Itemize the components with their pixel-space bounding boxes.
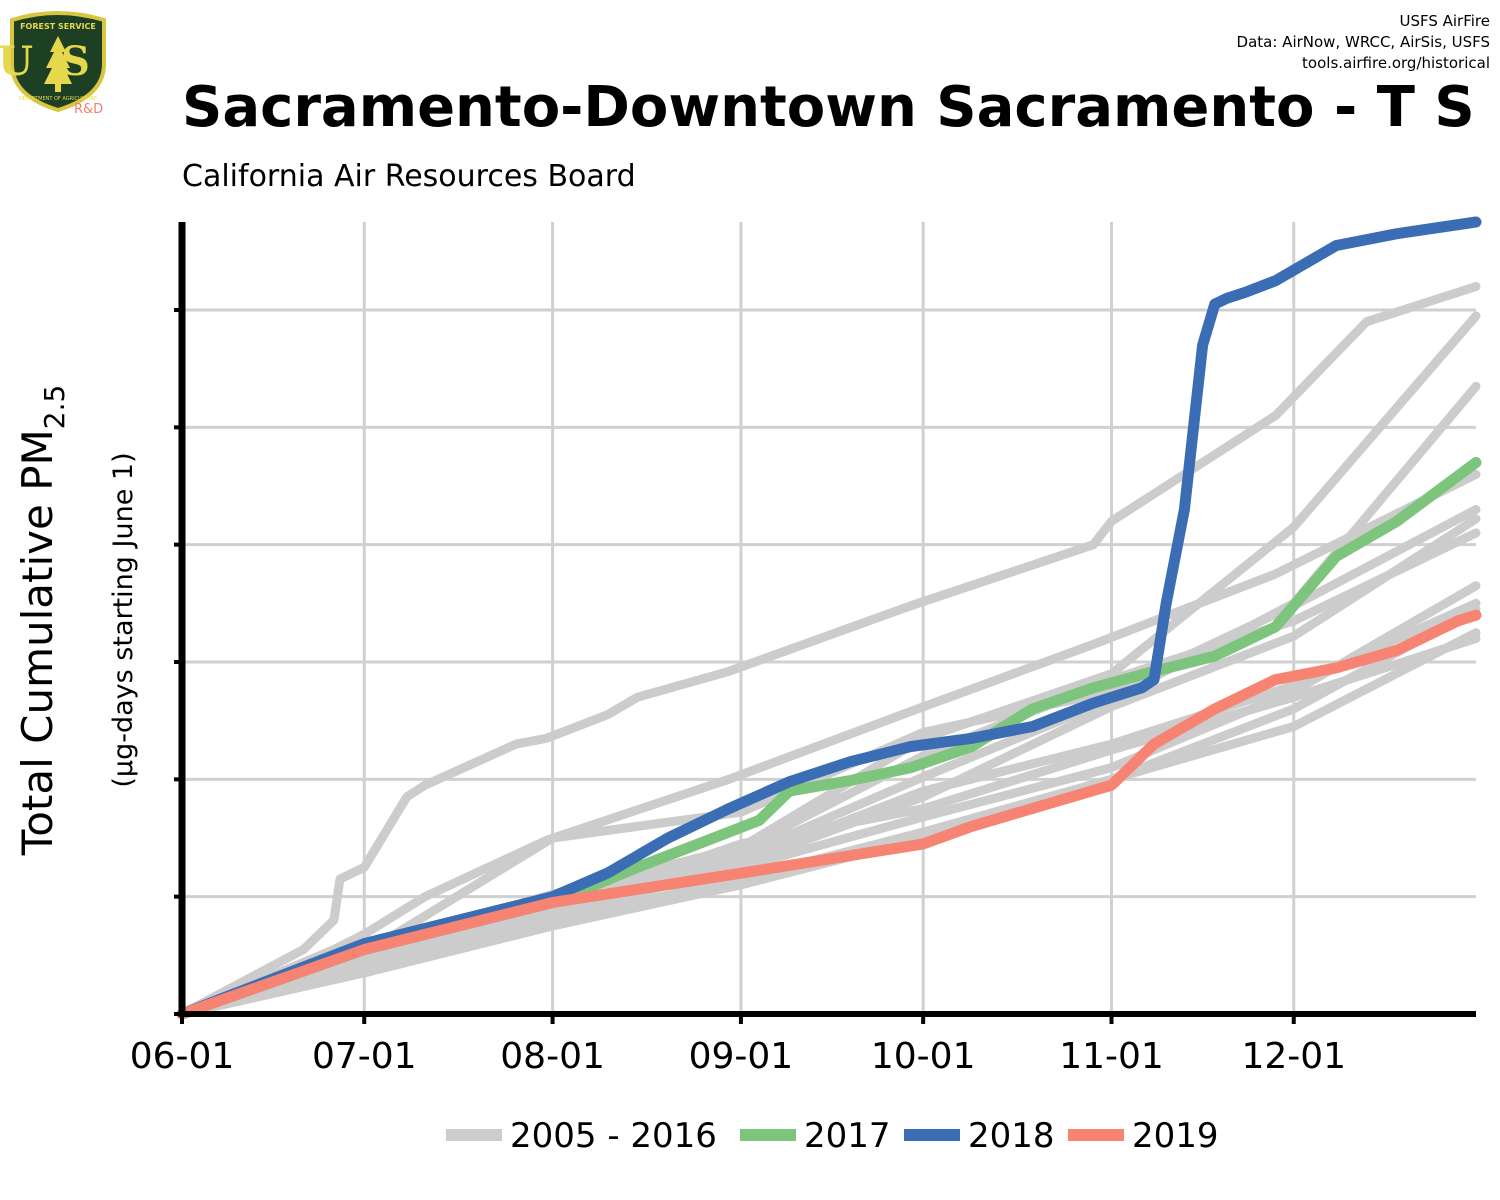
y-axis-title-text: Total Cumulative PM <box>13 429 62 856</box>
logo-tree-icon <box>44 36 72 92</box>
x-tick-label: 10-01 <box>871 1036 976 1077</box>
legend-label: 2017 <box>804 1116 891 1156</box>
credit-line-1: USFS AirFire <box>1399 12 1490 30</box>
x-axis-ticks: 06-01 07-01 08-01 09-01 10-01 11-01 12-01 <box>130 1014 1346 1077</box>
series-line-2018 <box>176 216 1482 1020</box>
legend-label: 2019 <box>1132 1116 1219 1156</box>
logo-bottom-text: DEPARTMENT OF AGRICULTURE <box>19 96 97 102</box>
x-tick-label: 12-01 <box>1241 1036 1346 1077</box>
series-line-2019 <box>176 609 1482 1020</box>
x-tick-label: 09-01 <box>689 1036 794 1077</box>
logo-rd-tag: R&D <box>74 102 103 117</box>
series-line-2017 <box>176 457 1482 1020</box>
x-tick-label: 07-01 <box>312 1036 417 1077</box>
series-line-history-9 <box>177 581 1481 1019</box>
legend-label: 2005 - 2016 <box>510 1116 717 1156</box>
series-line-history-1 <box>177 282 1481 1019</box>
legend: 2005 - 2016 2017 2018 2019 <box>446 1116 1219 1156</box>
y-axis-unit: (µg-days starting June 1) <box>108 452 139 787</box>
x-tick-label: 06-01 <box>130 1036 235 1077</box>
y-axis-unit-label: (µg-days starting June 1) <box>108 452 139 787</box>
x-tick-label: 08-01 <box>500 1036 605 1077</box>
series-line-history-2 <box>177 311 1481 1019</box>
x-tick-label: 11-01 <box>1059 1036 1164 1077</box>
series-lines <box>176 216 1482 1020</box>
logo-letters: US <box>0 38 118 85</box>
forest-service-logo: FOREST SERVICE US DEPARTMENT OF AGRICULT… <box>0 11 118 117</box>
chart-title: Sacramento-Downtown Sacramento - T S <box>182 75 1475 140</box>
axes <box>174 222 1476 1017</box>
credit-line-2: Data: AirNow, WRCC, AirSis, USFS <box>1237 33 1490 51</box>
legend-label: 2018 <box>968 1116 1055 1156</box>
credit-line-3: tools.airfire.org/historical <box>1302 54 1490 72</box>
chart-subtitle: California Air Resources Board <box>182 159 636 194</box>
logo-top-text: FOREST SERVICE <box>20 22 96 31</box>
y-axis-title-subscript: 2.5 <box>38 385 71 430</box>
y-axis-label: Total Cumulative PM2.5 <box>13 385 71 857</box>
y-axis-title: Total Cumulative PM2.5 <box>13 385 71 857</box>
series-line-2005-2016 <box>177 469 1481 1019</box>
